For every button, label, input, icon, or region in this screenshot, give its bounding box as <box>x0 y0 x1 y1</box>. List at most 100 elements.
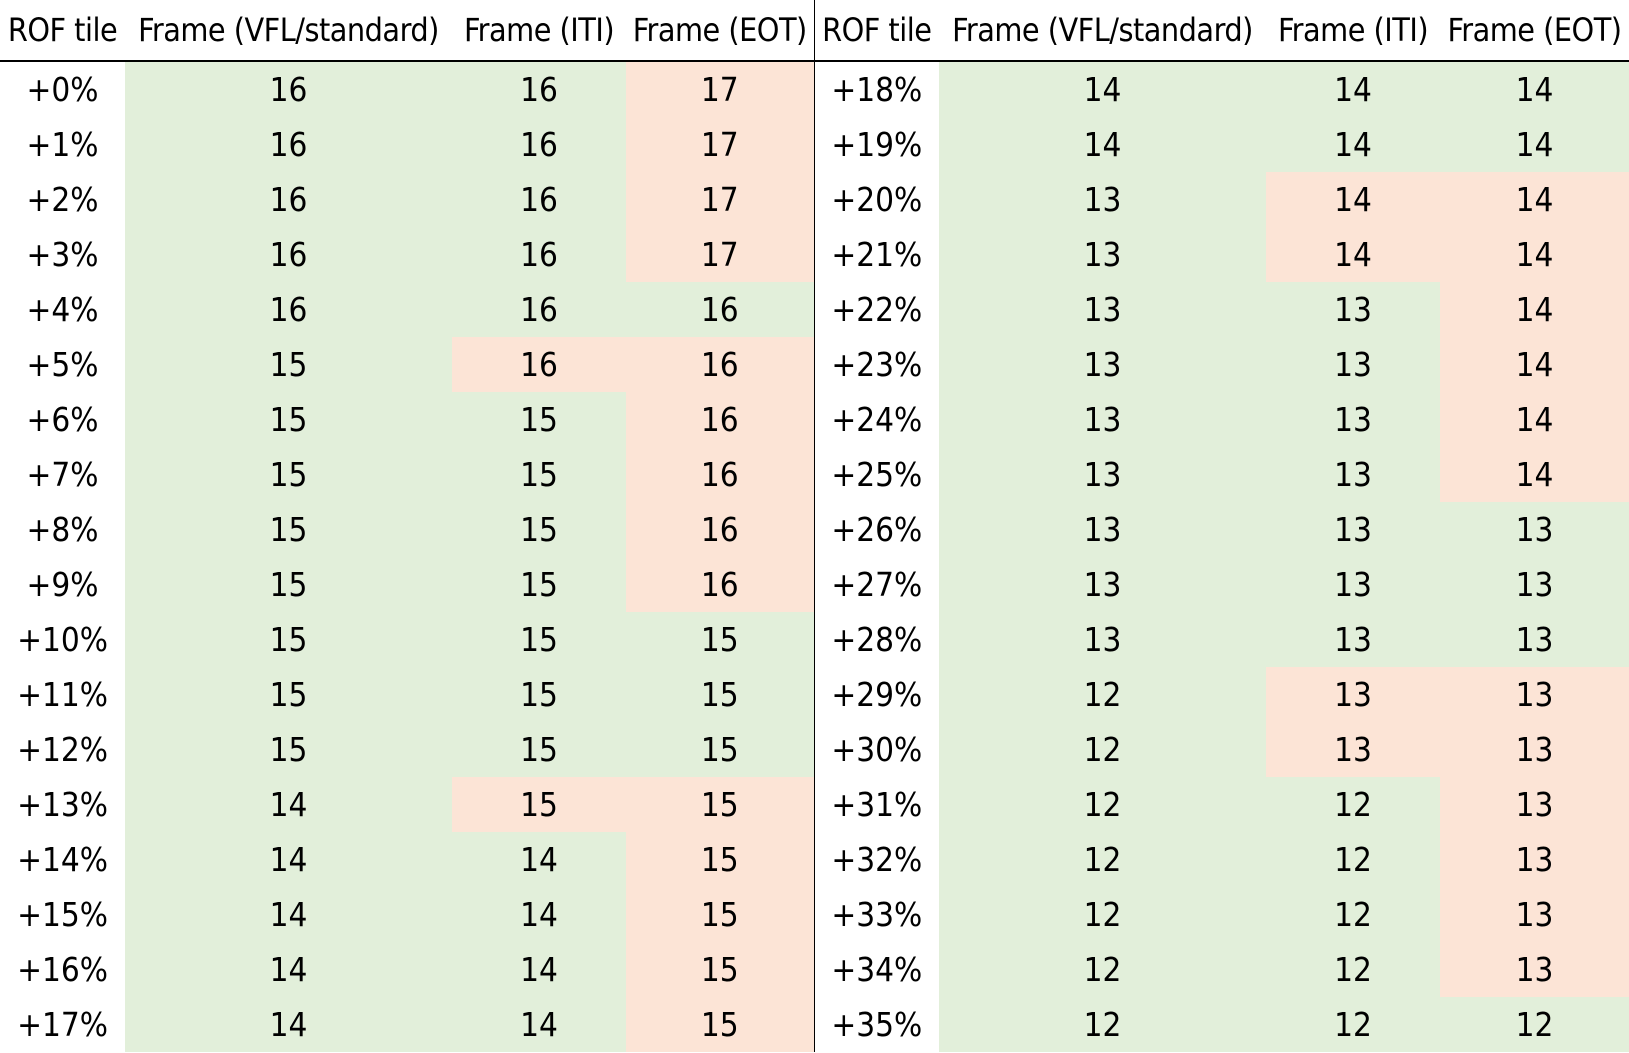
right-frame-eot-cell: 12 <box>1440 997 1629 1052</box>
header-rof-tile-right: ROF tile <box>813 0 939 62</box>
left-frame-eot-cell: 15 <box>626 832 814 887</box>
left-frame-eot-cell: 16 <box>626 392 814 447</box>
left-frame-eot-cell: 15 <box>626 722 814 777</box>
table-row: +7% 15 15 16 +25% 13 13 14 <box>0 447 1629 502</box>
right-frame-vfl-cell: 14 <box>939 61 1266 117</box>
right-frame-vfl-cell: 12 <box>939 942 1266 997</box>
header-frame-vfl-right: Frame (VFL/standard) <box>939 0 1266 62</box>
right-frame-iti-cell: 12 <box>1266 942 1440 997</box>
right-frame-vfl-cell: 13 <box>939 557 1266 612</box>
left-frame-vfl-cell: 15 <box>125 392 452 447</box>
right-frame-vfl-cell: 13 <box>939 447 1266 502</box>
header-frame-vfl-left: Frame (VFL/standard) <box>125 0 452 62</box>
left-rof-tile-cell: +6% <box>0 392 125 447</box>
right-frame-eot-cell: 14 <box>1440 61 1629 117</box>
right-frame-iti-cell: 12 <box>1266 832 1440 887</box>
left-frame-iti-cell: 16 <box>452 282 626 337</box>
left-frame-eot-cell: 16 <box>626 447 814 502</box>
left-frame-vfl-cell: 16 <box>125 117 452 172</box>
left-frame-eot-cell: 15 <box>626 942 814 997</box>
right-rof-tile-cell: +20% <box>813 172 939 227</box>
left-frame-vfl-cell: 15 <box>125 502 452 557</box>
right-frame-iti-cell: 12 <box>1266 887 1440 942</box>
right-frame-eot-cell: 14 <box>1440 337 1629 392</box>
right-rof-tile-cell: +24% <box>813 392 939 447</box>
left-rof-tile-cell: +3% <box>0 227 125 282</box>
right-frame-eot-cell: 13 <box>1440 887 1629 942</box>
right-frame-eot-cell: 13 <box>1440 777 1629 832</box>
right-frame-iti-cell: 13 <box>1266 392 1440 447</box>
right-frame-eot-cell: 13 <box>1440 557 1629 612</box>
left-rof-tile-cell: +12% <box>0 722 125 777</box>
left-rof-tile-cell: +8% <box>0 502 125 557</box>
right-frame-vfl-cell: 13 <box>939 227 1266 282</box>
header-frame-eot-right: Frame (EOT) <box>1440 0 1629 62</box>
table-body: +0% 16 16 17 +18% 14 14 14 +1% 16 16 17 +19% 14 14 14 +2… <box>0 61 1629 1052</box>
right-frame-iti-cell: 13 <box>1266 612 1440 667</box>
right-rof-tile-cell: +31% <box>813 777 939 832</box>
right-frame-vfl-cell: 12 <box>939 722 1266 777</box>
left-frame-vfl-cell: 15 <box>125 612 452 667</box>
left-frame-vfl-cell: 15 <box>125 337 452 392</box>
left-frame-vfl-cell: 16 <box>125 172 452 227</box>
right-frame-eot-cell: 13 <box>1440 722 1629 777</box>
right-frame-eot-cell: 13 <box>1440 942 1629 997</box>
left-rof-tile-cell: +4% <box>0 282 125 337</box>
left-frame-eot-cell: 17 <box>626 61 814 117</box>
left-frame-vfl-cell: 14 <box>125 887 452 942</box>
left-frame-vfl-cell: 15 <box>125 722 452 777</box>
right-frame-vfl-cell: 13 <box>939 337 1266 392</box>
header-rof-tile-left: ROF tile <box>0 0 125 62</box>
right-rof-tile-cell: +27% <box>813 557 939 612</box>
right-frame-eot-cell: 14 <box>1440 392 1629 447</box>
right-rof-tile-cell: +26% <box>813 502 939 557</box>
right-frame-iti-cell: 13 <box>1266 667 1440 722</box>
left-frame-iti-cell: 14 <box>452 832 626 887</box>
left-rof-tile-cell: +11% <box>0 667 125 722</box>
left-frame-iti-cell: 16 <box>452 61 626 117</box>
left-rof-tile-cell: +14% <box>0 832 125 887</box>
left-rof-tile-cell: +10% <box>0 612 125 667</box>
right-frame-vfl-cell: 12 <box>939 667 1266 722</box>
table-row: +14% 14 14 15 +32% 12 12 13 <box>0 832 1629 887</box>
right-frame-iti-cell: 13 <box>1266 722 1440 777</box>
left-frame-eot-cell: 16 <box>626 282 814 337</box>
left-rof-tile-cell: +5% <box>0 337 125 392</box>
right-frame-iti-cell: 14 <box>1266 227 1440 282</box>
left-frame-eot-cell: 15 <box>626 777 814 832</box>
right-frame-eot-cell: 14 <box>1440 227 1629 282</box>
left-frame-iti-cell: 15 <box>452 722 626 777</box>
left-frame-eot-cell: 17 <box>626 117 814 172</box>
table-row: +8% 15 15 16 +26% 13 13 13 <box>0 502 1629 557</box>
right-rof-tile-cell: +21% <box>813 227 939 282</box>
right-rof-tile-cell: +30% <box>813 722 939 777</box>
table-row: +3% 16 16 17 +21% 13 14 14 <box>0 227 1629 282</box>
right-frame-eot-cell: 14 <box>1440 447 1629 502</box>
left-frame-eot-cell: 15 <box>626 997 814 1052</box>
right-frame-vfl-cell: 12 <box>939 997 1266 1052</box>
left-frame-eot-cell: 15 <box>626 887 814 942</box>
right-frame-iti-cell: 14 <box>1266 61 1440 117</box>
left-frame-iti-cell: 14 <box>452 997 626 1052</box>
right-rof-tile-cell: +23% <box>813 337 939 392</box>
left-frame-eot-cell: 16 <box>626 557 814 612</box>
left-rof-tile-cell: +7% <box>0 447 125 502</box>
left-frame-iti-cell: 16 <box>452 172 626 227</box>
table-row: +11% 15 15 15 +29% 12 13 13 <box>0 667 1629 722</box>
table-row: +1% 16 16 17 +19% 14 14 14 <box>0 117 1629 172</box>
left-rof-tile-cell: +15% <box>0 887 125 942</box>
table-row: +9% 15 15 16 +27% 13 13 13 <box>0 557 1629 612</box>
right-rof-tile-cell: +34% <box>813 942 939 997</box>
right-rof-tile-cell: +32% <box>813 832 939 887</box>
right-frame-eot-cell: 14 <box>1440 172 1629 227</box>
right-rof-tile-cell: +19% <box>813 117 939 172</box>
right-frame-iti-cell: 14 <box>1266 117 1440 172</box>
left-frame-iti-cell: 16 <box>452 227 626 282</box>
right-frame-vfl-cell: 13 <box>939 282 1266 337</box>
left-frame-eot-cell: 17 <box>626 172 814 227</box>
right-frame-eot-cell: 13 <box>1440 667 1629 722</box>
table-row: +0% 16 16 17 +18% 14 14 14 <box>0 61 1629 117</box>
left-frame-eot-cell: 16 <box>626 337 814 392</box>
table-row: +6% 15 15 16 +24% 13 13 14 <box>0 392 1629 447</box>
